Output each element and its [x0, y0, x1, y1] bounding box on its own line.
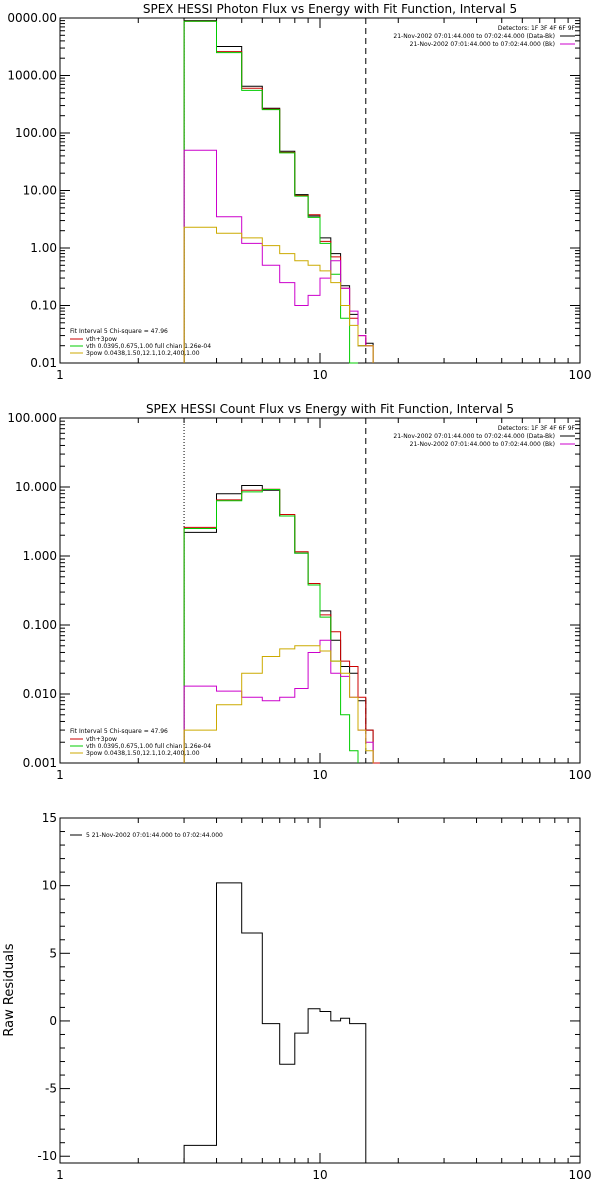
- legend-bottom-header: Fit Interval 5 Chi-square = 47.96: [70, 728, 168, 735]
- x-tick-label: 100: [569, 368, 592, 382]
- legend-top-entry-1: 21-Nov-2002 07:01:44.000 to 07:02:44.000…: [410, 441, 555, 448]
- panel-count-flux: SPEX HESSI Count Flux vs Energy with Fit…: [7, 402, 591, 782]
- y-tick-label: 10.00: [23, 184, 57, 198]
- y-tick-label: 100.00: [15, 126, 57, 140]
- y-tick-label: 0.100: [23, 618, 57, 632]
- y-tick-label: 10: [42, 879, 57, 893]
- x-tick-label: 10: [312, 368, 327, 382]
- plot-frame: [59, 17, 581, 364]
- chart-title: SPEX HESSI Count Flux vs Energy with Fit…: [146, 402, 514, 416]
- y-tick-label: 15: [42, 811, 57, 825]
- legend-bottom-header: Fit Interval 5 Chi-square = 47.96: [70, 328, 168, 335]
- series-line-3: [183, 639, 374, 763]
- legend-top-entry-1: 21-Nov-2002 07:01:44.000 to 07:02:44.000…: [410, 41, 555, 48]
- y-tick-label: -5: [45, 1082, 57, 1096]
- legend-bottom-entry-2: 3pow 0.0438,1.50,12.1,10.2,400,1.00: [86, 350, 200, 357]
- y-tick-label: -10: [37, 1149, 57, 1163]
- legend-bottom-entry-0: vth+3pow: [86, 736, 117, 743]
- plot-area: 1 10 100 0.001 0.010 0.100 1.000 10.000 100.000: [7, 411, 591, 782]
- plot-area: 1 10 100 0.01 0.10 1.00 10.00 100.00 1000.00 0000…: [7, 11, 591, 382]
- y-tick-label: 5: [49, 946, 57, 960]
- x-tick-label: 100: [569, 768, 592, 782]
- x-tick-label: 1: [56, 768, 64, 782]
- y-tick-label: 100.000: [7, 411, 57, 425]
- chart-title: SPEX HESSI Photon Flux vs Energy with Fi…: [143, 2, 517, 16]
- series-line-4: [183, 226, 374, 363]
- plot-frame: [59, 817, 581, 1164]
- panel-photon-flux: SPEX HESSI Photon Flux vs Energy with Fi…: [7, 2, 591, 382]
- plot-area: 1 10 100 -10 -5 0 5 10 15: [37, 811, 591, 1182]
- panel-residuals: 1 10 100 -10 -5 0 5 10 15 Raw Residuals 5 21-Nov…: [2, 811, 591, 1182]
- x-tick-label: 1: [56, 368, 64, 382]
- series-line-2: [183, 489, 359, 763]
- y-tick-label: 1.00: [30, 241, 57, 255]
- y-tick-label: 0.001: [23, 756, 57, 770]
- x-tick-label: 10: [312, 768, 327, 782]
- series-line-0: [183, 20, 374, 363]
- y-tick-label: 10.000: [15, 480, 57, 494]
- x-tick-label: 10: [312, 1168, 327, 1182]
- series-line-0: [183, 882, 367, 1163]
- series-line-1: [183, 488, 380, 764]
- series-line-2: [183, 20, 358, 364]
- y-tick-label: 1.000: [23, 549, 57, 563]
- y-tick-label: 0000.00: [7, 11, 57, 25]
- series-line-1: [183, 20, 374, 363]
- y-tick-label: 1000.00: [7, 69, 57, 83]
- legend-top-header: Detectors: 1F 3F 4F 6F 9F: [498, 25, 576, 32]
- legend-top-entry-0: 21-Nov-2002 07:01:44.000 to 07:02:44.000…: [393, 433, 555, 440]
- y-axis-label: Raw Residuals: [2, 943, 17, 1036]
- y-tick-label: 0.10: [30, 299, 57, 313]
- legend-entry-0: 5 21-Nov-2002 07:01:44.000 to 07:02:44.0…: [86, 832, 223, 839]
- y-tick-label: 0: [49, 1014, 57, 1028]
- legend-bottom-entry-1: vth 0.0395,0.675,1.00 full chian 1.26e-0…: [86, 743, 211, 750]
- series-line-4: [183, 645, 374, 763]
- legend-bottom-entry-0: vth+3pow: [86, 336, 117, 343]
- legend-top-header: Detectors: 1F 3F 4F 6F 9F: [498, 425, 576, 432]
- x-tick-label: 100: [569, 1168, 592, 1182]
- legend-top-entry-0: 21-Nov-2002 07:01:44.000 to 07:02:44.000…: [393, 33, 555, 40]
- y-tick-label: 0.01: [30, 356, 57, 370]
- series-line-3: [183, 149, 374, 363]
- y-tick-label: 0.010: [23, 687, 57, 701]
- legend-bottom-entry-2: 3pow 0.0438,1.50,12.1,10.2,400,1.00: [86, 750, 200, 757]
- x-tick-label: 1: [56, 1168, 64, 1182]
- legend-bottom-entry-1: vth 0.0395,0.675,1.00 full chian 1.26e-0…: [86, 343, 211, 350]
